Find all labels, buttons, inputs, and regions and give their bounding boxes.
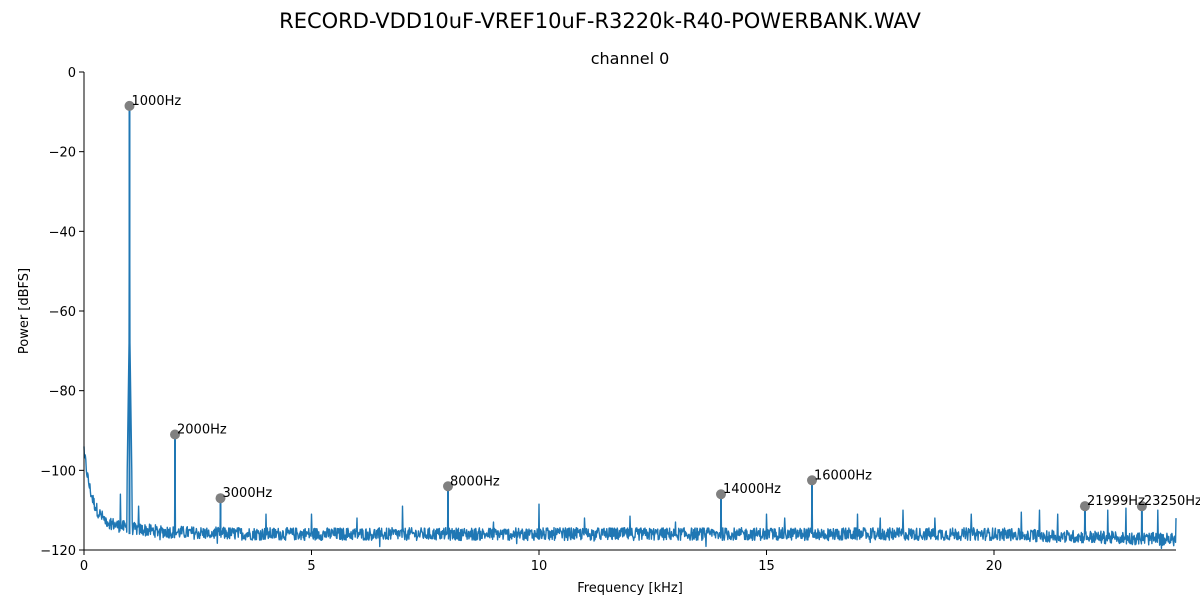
y-tick-label: −40 (49, 225, 76, 240)
x-tick-label: 10 (531, 559, 548, 574)
peak-label: 16000Hz (814, 468, 872, 483)
peak-marker (443, 481, 453, 492)
plot-area: 1000Hz 2000Hz 3000Hz 8000Hz 14000Hz 16000Hz 21… (83, 94, 1200, 550)
peak-label: 2000Hz (177, 422, 227, 437)
peak-label: 23250Hz (1144, 494, 1200, 509)
x-axis-title: Frequency [kHz] (577, 581, 683, 596)
peak-labels: 1000Hz 2000Hz 3000Hz 8000Hz 14000Hz 16000Hz 21… (132, 94, 1200, 509)
peak-marker (1079, 501, 1090, 512)
y-tick-label: −20 (49, 146, 76, 161)
peak-marker (170, 429, 180, 440)
peak-label: 3000Hz (223, 486, 273, 501)
peak-label: 1000Hz (132, 94, 182, 109)
x-axis-ticks: 0 5 10 15 20 (80, 550, 1002, 574)
peak-label: 14000Hz (723, 482, 781, 497)
peak-marker (124, 100, 135, 111)
y-tick-label: −60 (49, 305, 76, 320)
x-tick-label: 15 (758, 559, 775, 574)
y-axis-ticks: 0 −20 −40 −60 −80 −100 −120 (40, 66, 84, 559)
peak-marker (215, 493, 226, 504)
peak-marker (1136, 501, 1147, 512)
peak-lines (128, 105, 1143, 535)
peak-markers (124, 100, 1147, 512)
y-tick-label: −120 (40, 544, 76, 559)
spectrum-series-line (83, 105, 1177, 550)
x-tick-label: 0 (80, 559, 88, 574)
y-axis-title: Power [dBFS] (17, 268, 32, 354)
x-tick-label: 20 (986, 559, 1003, 574)
y-tick-label: −100 (40, 464, 76, 479)
peak-label: 21999Hz (1087, 494, 1145, 509)
x-tick-label: 5 (307, 559, 315, 574)
peak-marker (807, 475, 817, 486)
peak-label: 8000Hz (450, 474, 500, 489)
y-tick-label: −80 (49, 385, 76, 400)
chart-subtitle: channel 0 (591, 49, 670, 68)
peak-marker (716, 489, 726, 500)
chart-title: RECORD-VDD10uF-VREF10uF-R3220k-R40-POWER… (279, 9, 921, 33)
y-tick-label: 0 (68, 66, 76, 81)
